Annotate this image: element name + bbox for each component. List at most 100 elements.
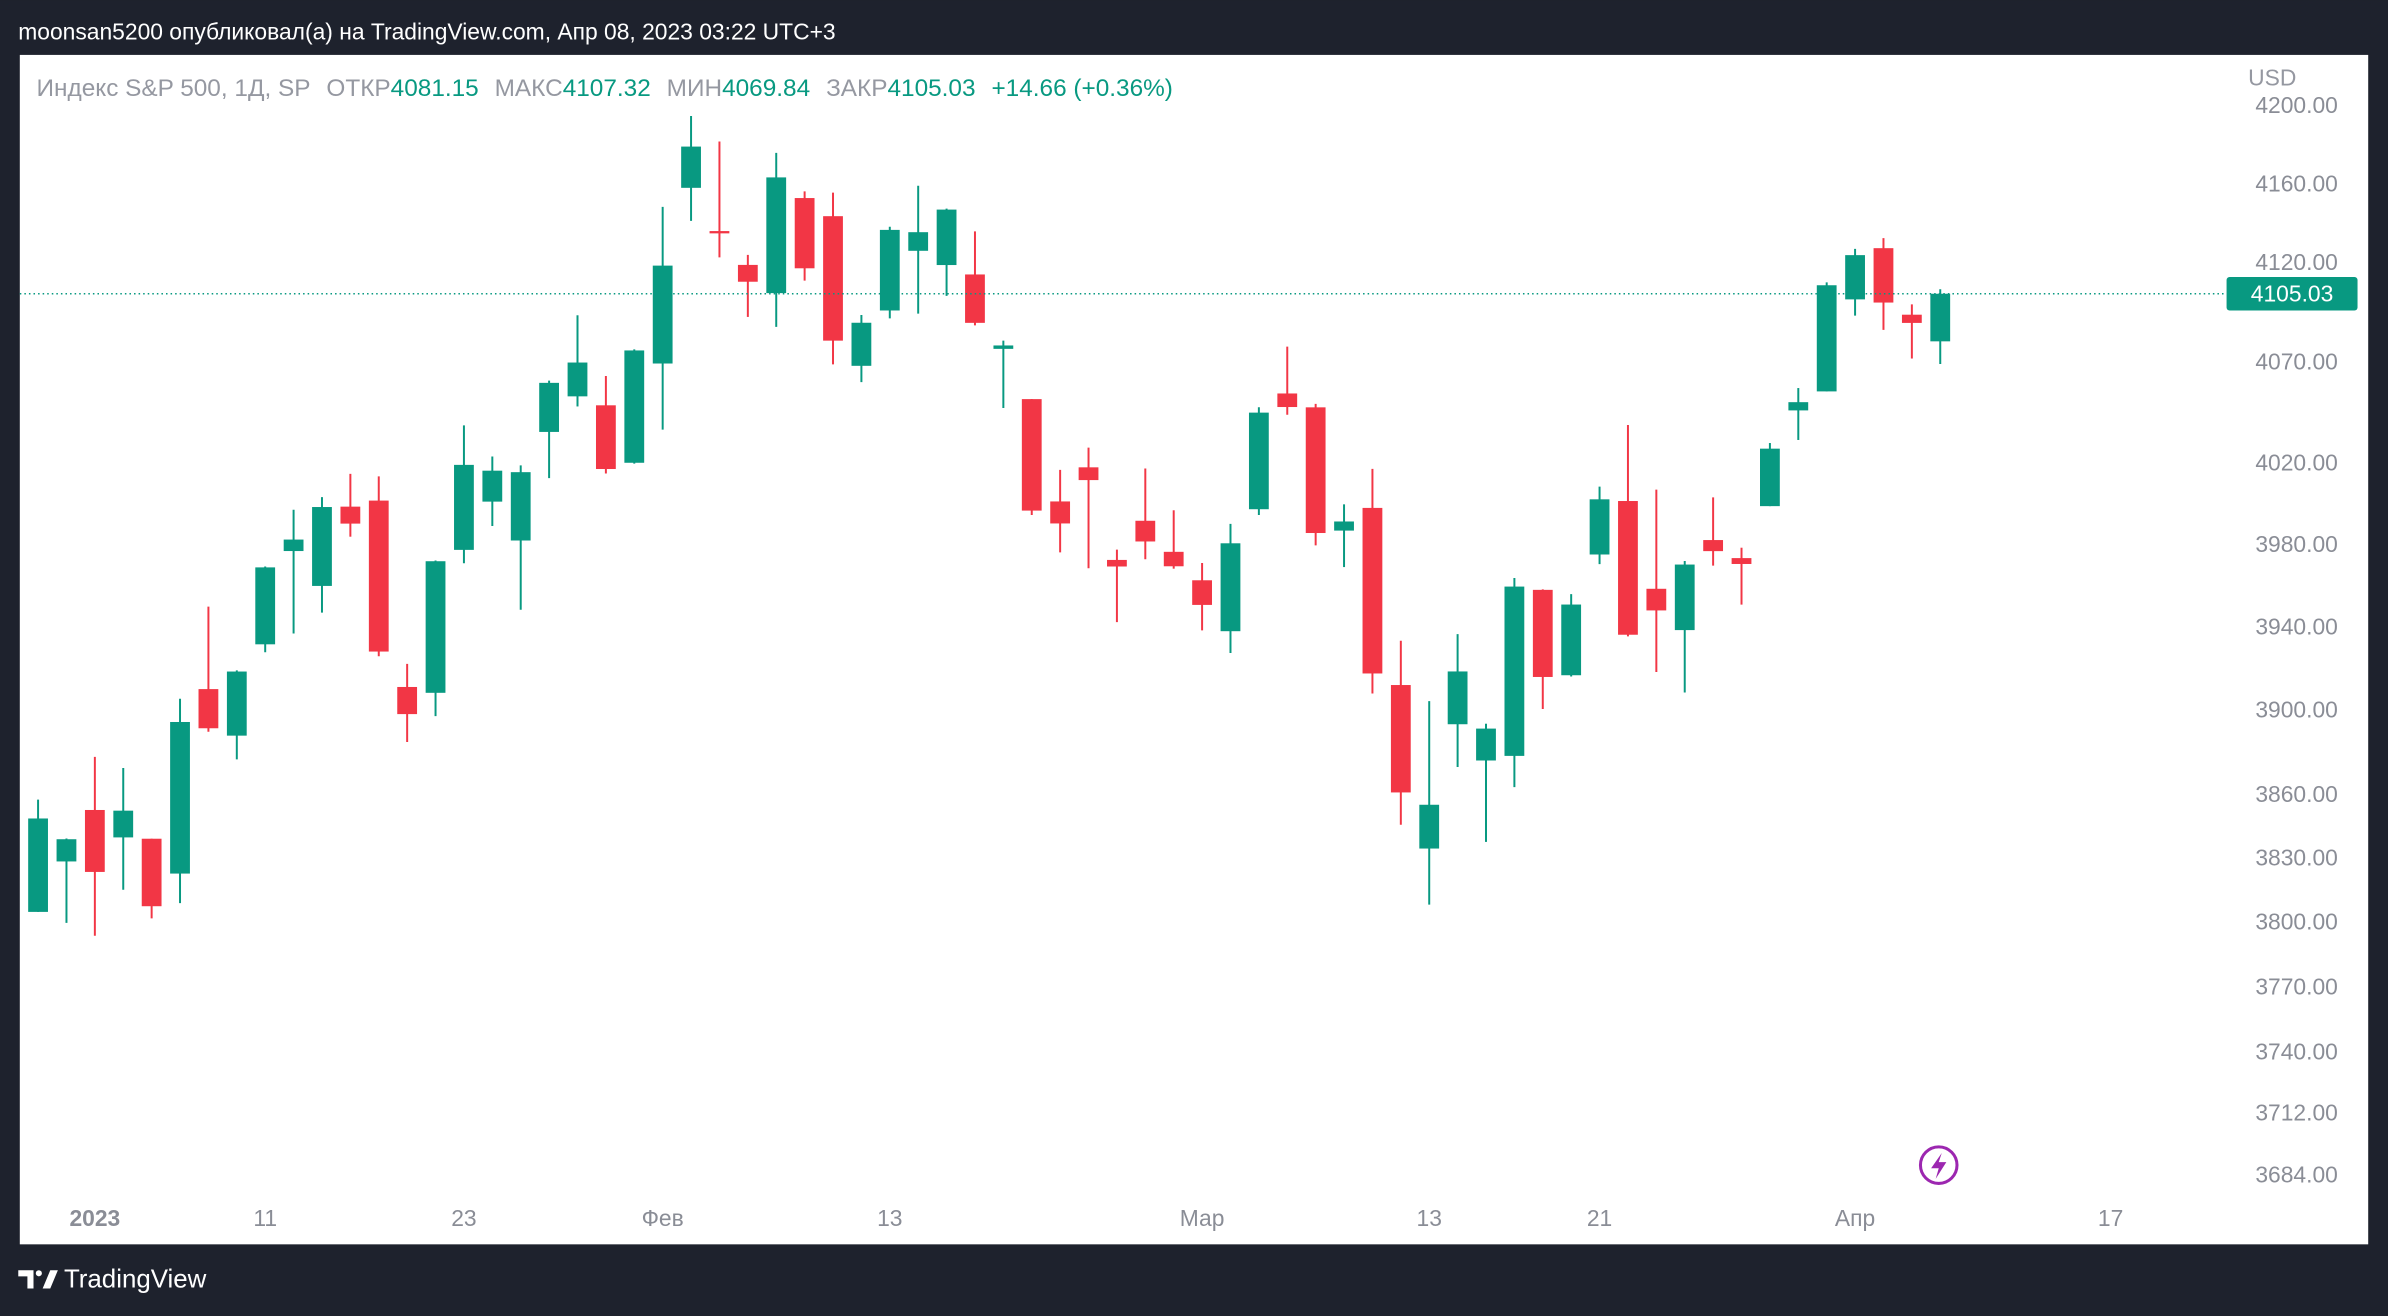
currency-label: USD [2248,64,2296,90]
candle-body [1220,543,1241,632]
x-tick-label: 11 [253,1205,277,1231]
x-tick-label: Фев [642,1205,684,1231]
legend-label: ОТКР [326,75,390,102]
candle-body [1646,588,1667,611]
candle-body [823,216,843,341]
candle-body [1362,507,1383,674]
last-price-badge [2226,276,2358,311]
change-label: +14.66 (+0.36%) [991,75,1172,102]
x-tick-label: 2023 [69,1205,120,1231]
candle-body [283,539,304,552]
candle-body [1021,399,1042,511]
candle-body [1674,564,1695,631]
candle-body [340,506,361,524]
candle-body [1078,467,1099,481]
candle-body [1163,551,1184,567]
legend-label: МАКС [495,75,563,102]
y-tick-label: 3830.00 [2255,844,2338,870]
legend-value: 4081.15 [391,75,479,102]
candle-body [1532,589,1553,677]
candle-body [1845,255,1865,300]
x-tick-label: 21 [1587,1205,1612,1231]
candle-body [425,561,446,693]
candle-body [1703,540,1724,552]
y-tick-label: 3740.00 [2255,1038,2338,1064]
publish-header: moonsan5200 опубликовал(а) на TradingVie… [18,19,835,45]
candle-body [397,686,418,715]
candle-body [1930,293,1951,342]
candle-body [1760,448,1780,507]
candle-body [226,671,247,736]
symbol-title: Индекс S&P 500, 1Д, SP [37,75,311,102]
legend-value: 4107.32 [563,75,651,102]
y-tick-label: 4020.00 [2255,450,2338,476]
candle-body [170,721,190,874]
candle-body [766,177,787,294]
candle-body [141,838,162,907]
y-tick-label: 3712.00 [2255,1100,2338,1126]
candle-body [851,322,872,366]
x-tick-label: 17 [2098,1205,2123,1231]
candle-body [1305,407,1326,534]
x-tick-label: 23 [451,1205,476,1231]
legend: Индекс S&P 500, 1Д, SP ОТКР4081.15 МАКС4… [37,75,1173,102]
brand-logo [18,1270,58,1289]
candle-body [709,231,730,234]
y-tick-label: 3900.00 [2255,697,2338,723]
candle-body [1390,685,1411,793]
candle-body [1589,499,1610,555]
x-tick-label: Апр [1835,1205,1875,1231]
lightning-icon[interactable] [1918,1145,1959,1185]
candle-body [1561,604,1582,676]
x-tick-label: 13 [877,1205,902,1231]
candle-body [908,232,929,251]
candle-body [1504,586,1525,756]
y-tick-label: 3980.00 [2255,531,2338,557]
x-tick-label: 13 [1417,1205,1442,1231]
candle-body [737,264,758,282]
candle-body [652,265,673,364]
candle-body [539,382,560,432]
candle-body [879,229,900,311]
brand-name: TradingView [64,1266,207,1294]
candle-body [1334,521,1354,531]
candle-body [993,345,1014,349]
candle-body [1107,559,1127,567]
candle-body [198,689,219,729]
candle-body [1192,580,1212,605]
last-price-label: 4105.03 [2251,280,2334,306]
candle-body [312,507,332,586]
legend-label: МИН [667,75,722,102]
candle-body [1618,501,1638,635]
candle-body [1788,402,1809,411]
candle-body [1135,520,1156,542]
y-tick-label: 3684.00 [2255,1162,2338,1188]
candle-body [482,470,503,502]
y-tick-label: 4160.00 [2255,170,2338,196]
candle-body [84,809,105,872]
candle-body [28,818,48,912]
candle-body [567,362,588,397]
candle-body [454,464,474,550]
y-tick-label: 3940.00 [2255,613,2338,639]
y-tick-label: 4070.00 [2255,349,2338,375]
x-tick-label: Мар [1180,1205,1225,1231]
candle-body [1816,285,1837,392]
y-tick-label: 3860.00 [2255,781,2338,807]
candle-body [510,472,531,541]
candle-body [1476,728,1496,761]
candle-body [56,839,77,862]
candle-body [1731,558,1752,564]
candle-body [113,810,134,838]
candle-body [1050,501,1071,524]
candle-body [368,500,389,652]
legend-label: ЗАКР [826,75,887,102]
y-tick-label: 3800.00 [2255,909,2338,935]
y-tick-label: 4120.00 [2255,249,2338,275]
plot-area: 4200.00 4160.00 4120.00 4070.00 4020.00 3980.… [19,92,2358,1231]
candle-body [624,350,645,463]
candle-body [1873,248,1894,303]
candle-body [1419,804,1440,849]
